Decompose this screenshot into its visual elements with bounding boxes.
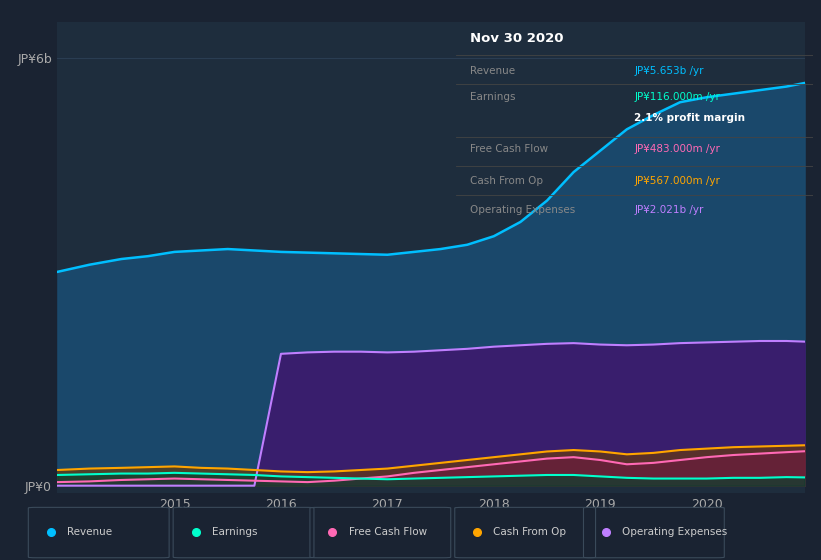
Text: JP¥483.000m /yr: JP¥483.000m /yr [635,144,720,154]
Text: 2.1% profit margin: 2.1% profit margin [635,113,745,123]
Text: JP¥2.021b /yr: JP¥2.021b /yr [635,205,704,215]
Text: Cash From Op: Cash From Op [470,176,543,185]
Text: Earnings: Earnings [212,527,257,537]
Text: Operating Expenses: Operating Expenses [622,527,727,537]
Text: Earnings: Earnings [470,92,516,101]
Text: Cash From Op: Cash From Op [493,527,566,537]
Text: Free Cash Flow: Free Cash Flow [349,527,427,537]
Text: Revenue: Revenue [470,67,515,76]
Text: JP¥5.653b /yr: JP¥5.653b /yr [635,67,704,76]
Text: Operating Expenses: Operating Expenses [470,205,576,215]
Text: JP¥567.000m /yr: JP¥567.000m /yr [635,176,720,185]
Text: Free Cash Flow: Free Cash Flow [470,144,548,154]
Text: Revenue: Revenue [67,527,112,537]
Text: Nov 30 2020: Nov 30 2020 [470,31,563,44]
Text: JP¥116.000m /yr: JP¥116.000m /yr [635,92,720,101]
